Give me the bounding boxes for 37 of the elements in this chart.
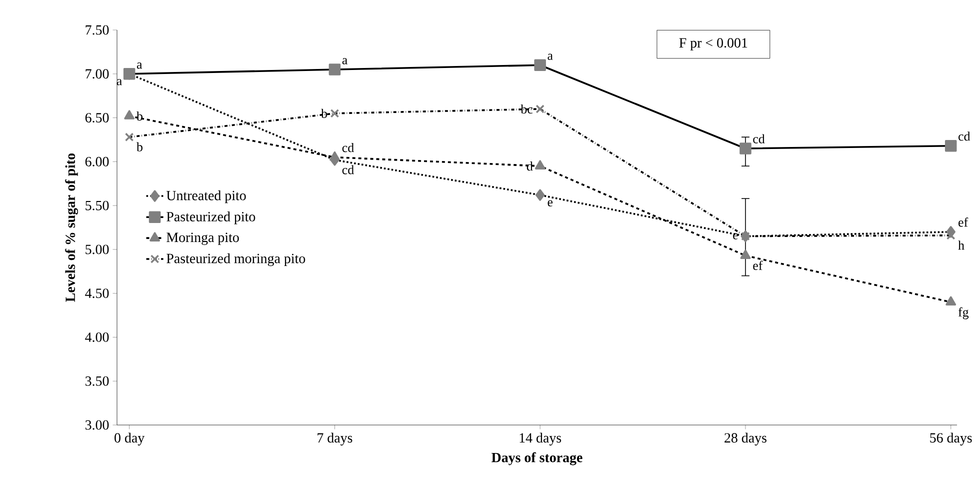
y-tick-label: 6.00 <box>85 156 109 166</box>
y-tick-label: 4.50 <box>85 288 109 298</box>
y-tick-label: 3.50 <box>85 376 109 386</box>
annotation: a <box>548 54 553 60</box>
x-tick-label: 28 days <box>724 432 766 446</box>
annotation: cd <box>342 142 354 152</box>
y-axis-title: Levels of % sugar of pito <box>65 153 78 302</box>
annotation: ef <box>958 217 968 227</box>
legend-label: Pasteurized moringa pito <box>166 253 306 266</box>
annotation: cd <box>958 132 970 141</box>
y-tick-label: 6.50 <box>85 113 109 123</box>
annotation: cd <box>753 134 765 144</box>
annotation: a <box>136 62 142 69</box>
annotation: h <box>958 240 964 250</box>
annotation: a <box>342 58 348 64</box>
y-tick-label: 7.50 <box>86 25 109 35</box>
legend-label: Moringa pito <box>166 232 239 245</box>
x-tick-label: 7 days <box>318 432 352 446</box>
x-axis-title: Days of storage <box>492 452 582 466</box>
y-tick-label: 5.00 <box>86 244 109 254</box>
y-tick-label: 3.00 <box>85 420 109 430</box>
annotation: fg <box>958 307 969 320</box>
y-tick-label: 7.00 <box>86 69 109 79</box>
x-tick-label: 14 days <box>520 432 562 446</box>
legend-label: Untreated pito <box>166 190 246 204</box>
legend-label: Pasteurized pito <box>166 212 256 224</box>
annotation: a <box>116 79 122 86</box>
x-tick-label: 0 day <box>114 432 145 446</box>
y-tick-label: 4.00 <box>85 332 109 342</box>
annotation: b <box>136 142 142 152</box>
annotation: cd <box>342 165 354 174</box>
x-tick-label: 56 days <box>930 432 972 446</box>
y-tick-label: 5.50 <box>86 200 109 210</box>
annotation: b <box>321 108 328 118</box>
annotation: e <box>548 200 553 206</box>
annotation: F pr < 0.001 <box>679 38 748 50</box>
annotation: ef <box>753 260 763 270</box>
